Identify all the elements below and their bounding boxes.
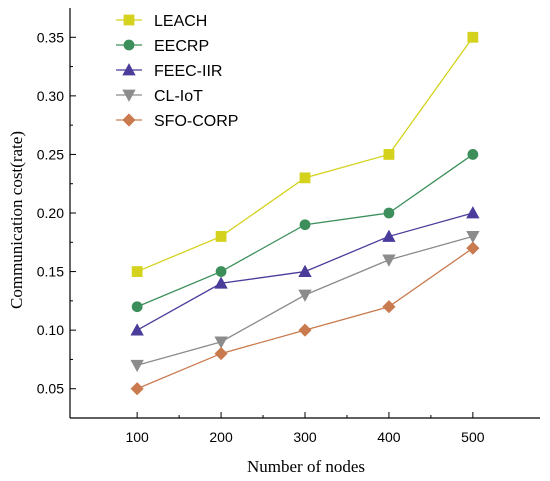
data-point [382, 229, 396, 242]
data-point [466, 231, 480, 244]
series-sfo-corp [130, 241, 480, 396]
legend-label: SFO-CORP [154, 113, 238, 130]
x-axis-title: Number of nodes [247, 457, 365, 476]
data-point [214, 276, 228, 289]
legend-label: EECRP [154, 38, 209, 55]
data-point [383, 207, 395, 219]
y-axis-title: Communication cost(rate) [7, 131, 26, 309]
x-tick-label: 300 [293, 429, 317, 445]
y-axis-ticks: 0.05 0.10 0.15 0.20 0.25 0.30 0.35 [37, 29, 76, 397]
y-tick-label: 0.10 [37, 322, 64, 338]
data-point [299, 172, 311, 184]
legend-marker [122, 63, 136, 76]
data-point [130, 382, 144, 396]
legend-marker [122, 89, 136, 102]
data-point [383, 149, 395, 160]
legend-label: FEEC-IIR [154, 63, 222, 80]
data-point [382, 254, 396, 267]
data-point [215, 231, 227, 242]
legend-marker [123, 14, 135, 26]
data-point [467, 31, 479, 43]
series-cl-iot [130, 231, 480, 373]
x-tick-label: 200 [209, 429, 233, 445]
x-axis-ticks: 100 200 300 400 500 [125, 412, 485, 445]
x-tick-label: 500 [461, 429, 485, 445]
data-point [467, 149, 479, 160]
y-tick-label: 0.20 [37, 205, 64, 221]
legend-item: LEACH [116, 13, 207, 30]
series-group [130, 31, 480, 396]
legend: LEACH EECRP FEEC-IIR CL-IoT SFO-CORP [116, 13, 238, 130]
data-point [466, 241, 480, 255]
data-point [214, 347, 228, 361]
data-point [130, 323, 144, 336]
y-tick-label: 0.15 [37, 264, 64, 280]
y-tick-label: 0.35 [37, 29, 64, 45]
legend-item: FEEC-IIR [116, 63, 222, 80]
series-eecrp [131, 149, 479, 313]
data-point [130, 359, 144, 373]
data-point [466, 206, 480, 219]
data-point [215, 266, 227, 277]
legend-label: CL-IoT [154, 88, 203, 105]
legend-item: EECRP [116, 38, 209, 55]
y-tick-label: 0.30 [37, 88, 64, 104]
y-tick-label: 0.25 [37, 146, 64, 162]
data-point [298, 289, 312, 302]
data-point [131, 266, 143, 277]
data-point [131, 301, 143, 313]
data-point [214, 336, 228, 349]
legend-item: CL-IoT [116, 88, 203, 105]
data-point [298, 264, 312, 277]
data-point [382, 300, 396, 314]
x-tick-label: 400 [377, 429, 401, 445]
legend-item: SFO-CORP [116, 113, 238, 130]
legend-marker [123, 39, 135, 51]
legend-marker [122, 113, 136, 127]
x-tick-label: 100 [125, 429, 149, 445]
data-point [299, 219, 311, 231]
data-point [298, 323, 312, 337]
y-tick-label: 0.05 [37, 381, 64, 397]
legend-label: LEACH [154, 13, 207, 30]
series-feec-iir [130, 206, 480, 336]
series-leach [131, 31, 479, 277]
